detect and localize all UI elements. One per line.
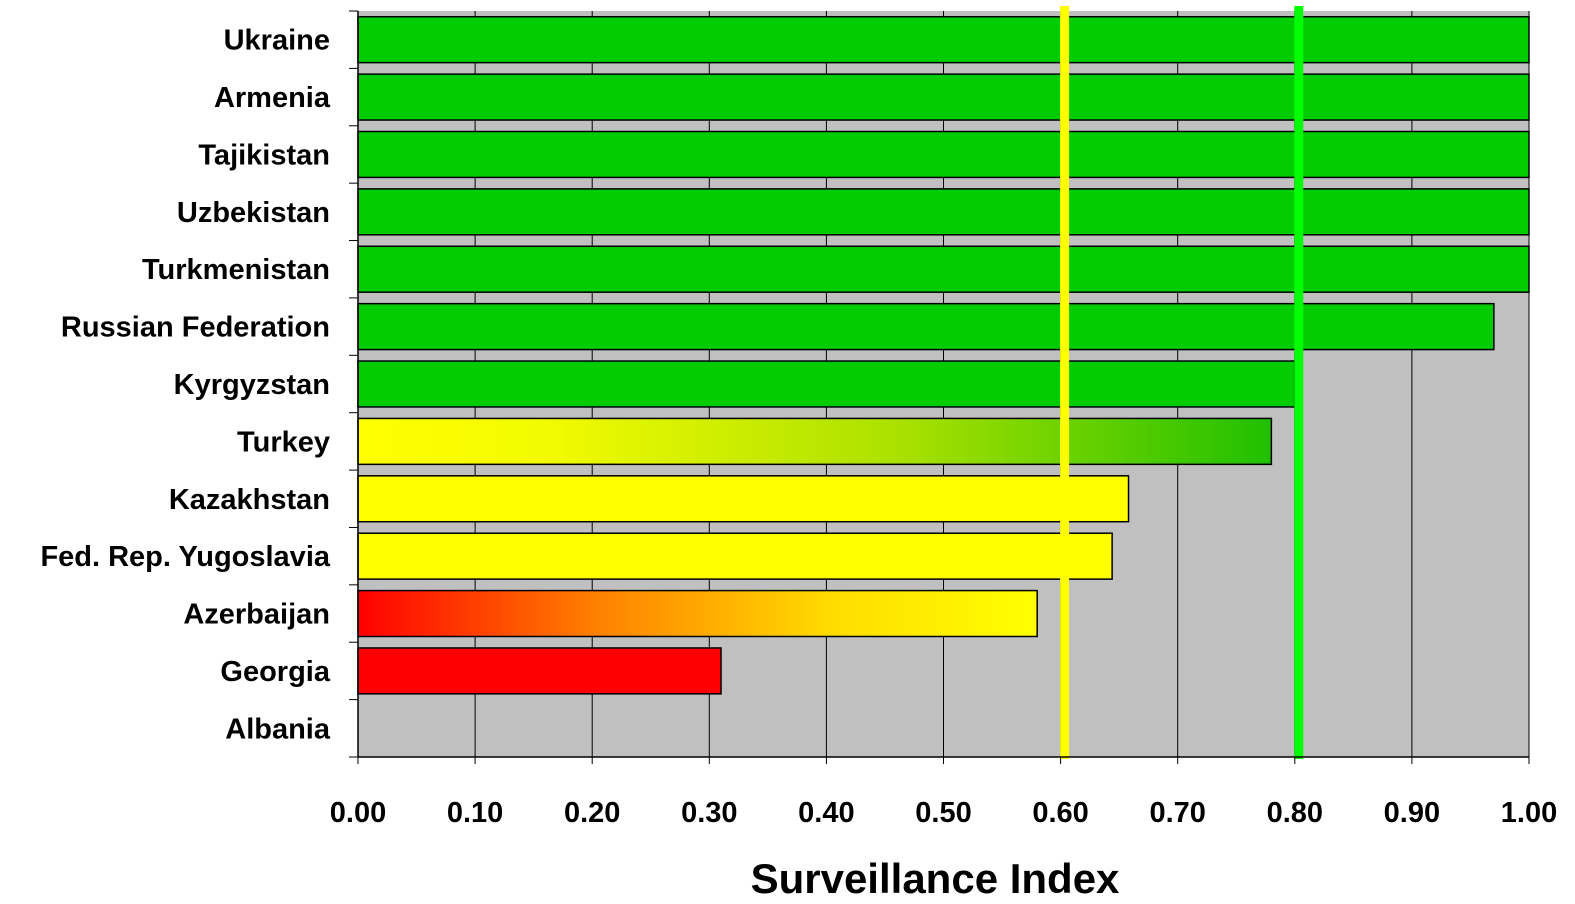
x-tick-label: 0.80	[1267, 797, 1323, 829]
x-tick-label: 0.40	[798, 797, 854, 829]
category-label: Uzbekistan	[177, 197, 330, 229]
category-label: Albania	[225, 713, 331, 745]
category-label: Turkey	[237, 426, 330, 458]
bar	[357, 532, 1113, 580]
category-label: Fed. Rep. Yugoslavia	[40, 541, 330, 573]
category-label: Tajikistan	[198, 139, 330, 171]
x-tick-label: 0.70	[1149, 797, 1205, 829]
bar	[357, 417, 1273, 466]
bar	[357, 73, 1530, 121]
x-tick-labels: 0.00 0.10 0.20 0.30 0.40 0.50 0.60 0.70 0.80 0.90…	[330, 797, 1557, 829]
bar	[357, 188, 1530, 236]
bar	[357, 302, 1495, 351]
x-tick-label: 1.00	[1501, 797, 1557, 829]
bar	[357, 475, 1130, 523]
category-label: Azerbaijan	[183, 599, 330, 631]
bar	[357, 589, 1038, 638]
category-label: Kazakhstan	[169, 484, 330, 516]
x-tick-label: 0.90	[1384, 797, 1440, 829]
category-labels: Ukraine Armenia Tajikistan Uzbekistan Turkme…	[40, 25, 330, 746]
x-axis-title: Surveillance Index	[751, 855, 1120, 902]
bar	[357, 360, 1296, 408]
category-label: Georgia	[220, 656, 330, 688]
bar	[357, 15, 1530, 64]
bar	[357, 647, 722, 695]
bars	[357, 15, 1530, 695]
axes	[349, 10, 1530, 764]
x-tick-label: 0.00	[330, 797, 386, 829]
reference-lines	[1060, 6, 1304, 759]
x-tick-label: 0.60	[1032, 797, 1088, 829]
category-label: Ukraine	[224, 25, 330, 57]
category-label: Kyrgyzstan	[174, 369, 330, 401]
x-tick-label: 0.10	[447, 797, 503, 829]
bar	[357, 130, 1530, 179]
x-tick-label: 0.50	[915, 797, 971, 829]
x-tick-label: 0.20	[564, 797, 620, 829]
category-label: Turkmenistan	[142, 254, 330, 286]
category-label: Armenia	[214, 82, 331, 114]
bar	[357, 245, 1530, 293]
x-tick-label: 0.30	[681, 797, 737, 829]
category-label: Russian Federation	[61, 312, 330, 344]
